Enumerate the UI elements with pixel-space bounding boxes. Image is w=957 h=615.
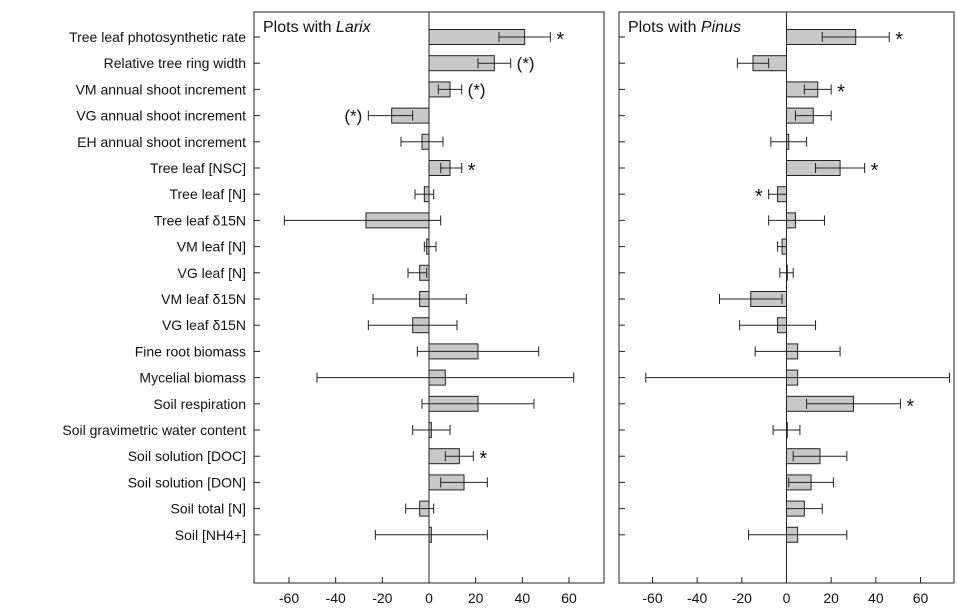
x-tick-label: -60	[279, 590, 299, 606]
significance-mark: *	[906, 396, 914, 418]
x-tick-label: -60	[642, 590, 662, 606]
panel-title-prefix: Plots with	[628, 19, 701, 36]
category-label: Relative tree ring width	[104, 55, 246, 71]
category-label: Fine root biomass	[135, 343, 246, 359]
category-label: VG leaf δ15N	[162, 317, 246, 333]
x-tick-label: -40	[687, 590, 707, 606]
category-labels: Tree leaf photosynthetic rate Relative tr…	[62, 29, 246, 543]
category-label: Soil solution [DON]	[128, 474, 246, 490]
category-label: Mycelial biomass	[139, 370, 246, 386]
significance-mark: *	[479, 448, 487, 470]
category-label: Soil gravimetric water content	[62, 422, 246, 438]
x-tick-label: -20	[732, 590, 752, 606]
panel-2: -60 -40 -20 0 20 40 60 CO₂ effect (%) Plots with…	[618, 11, 955, 615]
category-label: Soil [NH4+]	[175, 527, 246, 543]
category-label: Soil solution [DOC]	[128, 448, 246, 464]
x-tick-label: 20	[468, 590, 484, 606]
significance-mark: *	[837, 81, 845, 103]
significance-mark: *	[468, 160, 476, 182]
panel-title-genus: Larix	[336, 19, 372, 36]
category-label: VG leaf [N]	[178, 265, 246, 281]
x-tick-label: -20	[372, 590, 392, 606]
significance-mark: *	[755, 186, 763, 208]
significance-mark: *	[895, 29, 903, 51]
category-label: Soil total [N]	[171, 501, 246, 517]
category-label: VM leaf [N]	[177, 239, 246, 255]
panel-title: Plots with Pinus	[628, 19, 741, 36]
x-tick-label: 0	[783, 590, 791, 606]
panel-title-prefix: Plots with	[263, 19, 336, 36]
x-tick-label: 60	[561, 590, 577, 606]
category-label: Tree leaf photosynthetic rate	[69, 29, 246, 45]
x-tick-label: 60	[913, 590, 929, 606]
category-label: Tree leaf δ15N	[154, 212, 246, 228]
x-tick-label: -40	[326, 590, 346, 606]
category-label: VG annual shoot increment	[76, 108, 246, 124]
category-label: Soil respiration	[153, 396, 246, 412]
panel-1: -60 -40 -20 0 20 40 60 CO₂ effect (%) Plots with…	[253, 11, 605, 615]
significance-mark: *	[556, 29, 564, 51]
panel-title: Plots with Larix	[263, 19, 372, 36]
significance-mark: (*)	[468, 80, 486, 99]
significance-mark: *	[871, 160, 879, 182]
category-label: Tree leaf [N]	[169, 186, 246, 202]
x-tick-label: 0	[425, 590, 433, 606]
category-label: Tree leaf [NSC]	[150, 160, 246, 176]
x-tick-label: 20	[823, 590, 839, 606]
x-tick-label: 40	[868, 590, 884, 606]
category-label: VM annual shoot increment	[76, 81, 247, 97]
category-label: VM leaf δ15N	[161, 291, 246, 307]
x-axis-label: CO₂ effect (%)	[732, 613, 841, 615]
x-axis-label: CO₂ effect (%)	[374, 613, 483, 615]
category-label: EH annual shoot increment	[77, 134, 246, 150]
significance-mark: (*)	[517, 54, 535, 73]
significance-mark: (*)	[344, 107, 362, 126]
panel-title-genus: Pinus	[701, 19, 741, 36]
x-tick-label: 40	[515, 590, 531, 606]
